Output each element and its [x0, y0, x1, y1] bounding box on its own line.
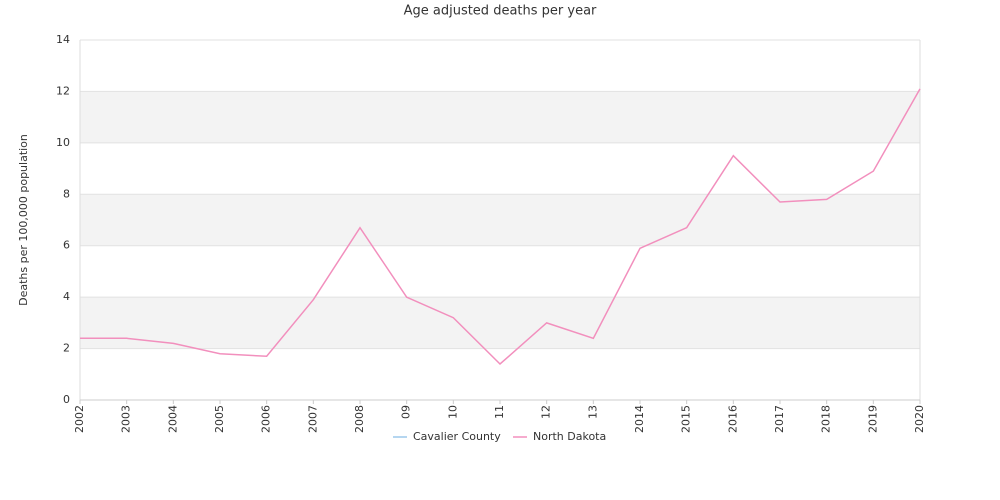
legend-label: Cavalier County [413, 430, 501, 443]
chart-title: Age adjusted deaths per year [404, 4, 597, 19]
y-tick-label: 2 [63, 342, 70, 355]
y-tick-label: 14 [56, 33, 70, 46]
x-tick-label: 11 [493, 405, 506, 419]
y-tick-label: 12 [56, 84, 70, 97]
x-tick-label: 2015 [680, 405, 693, 433]
grid-band [80, 297, 920, 349]
x-tick-label: 09 [400, 405, 413, 419]
x-tick-label: 2017 [773, 405, 786, 433]
x-tick-label: 2019 [866, 405, 879, 433]
y-tick-label: 8 [63, 187, 70, 200]
x-tick-label: 2016 [726, 405, 739, 433]
x-tick-label: 2002 [73, 405, 86, 433]
x-tick-label: 2014 [633, 405, 646, 433]
y-tick-label: 0 [63, 393, 70, 406]
y-axis-label: Deaths per 100,000 population [17, 134, 30, 306]
x-tick-label: 2003 [120, 405, 133, 433]
grid-band [80, 91, 920, 143]
grid-band [80, 194, 920, 246]
y-tick-label: 6 [63, 239, 70, 252]
x-tick-label: 12 [540, 405, 553, 419]
x-tick-label: 10 [446, 405, 459, 419]
x-tick-label: 2007 [306, 405, 319, 433]
x-tick-label: 2020 [913, 405, 926, 433]
x-tick-label: 2006 [260, 405, 273, 433]
x-tick-label: 2005 [213, 405, 226, 433]
x-tick-label: 2008 [353, 405, 366, 433]
y-tick-label: 10 [56, 136, 70, 149]
y-tick-label: 4 [63, 290, 70, 303]
x-tick-label: 2018 [820, 405, 833, 433]
x-tick-label: 2004 [166, 405, 179, 433]
legend-label: North Dakota [533, 430, 606, 443]
x-tick-label: 13 [586, 405, 599, 419]
series-line [80, 88, 921, 366]
